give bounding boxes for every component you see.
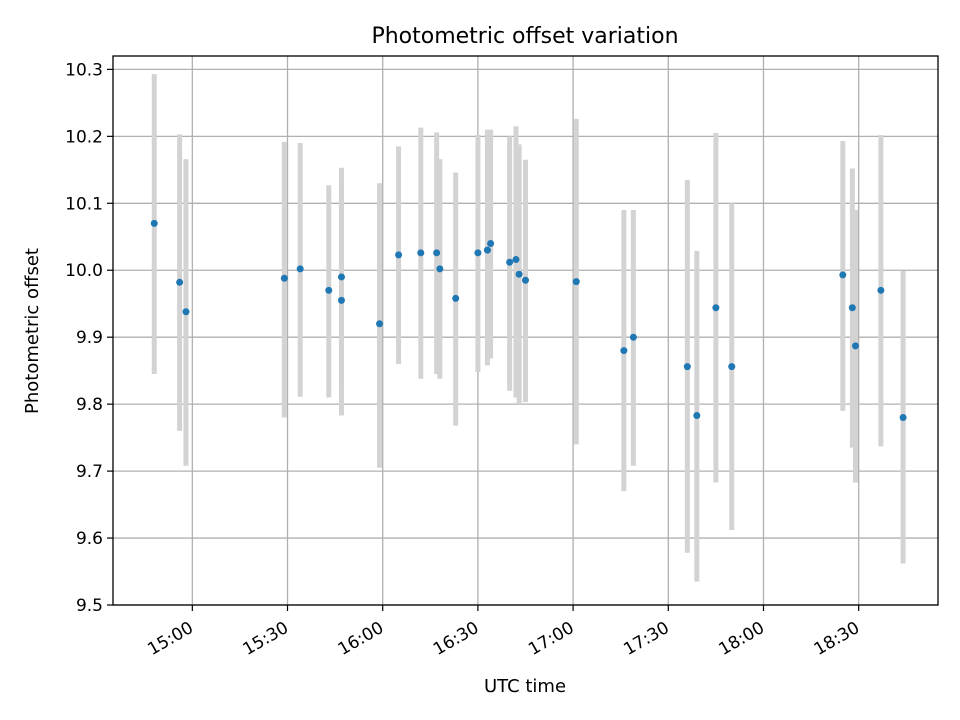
data-point [712,304,720,312]
y-tick-label: 10.0 [65,261,103,281]
data-point [506,258,514,266]
x-tick-label: 16:00 [335,618,387,660]
data-point [487,239,495,247]
y-tick-label: 10.1 [65,194,103,214]
x-tick-label: 17:00 [525,618,577,660]
data-point [376,320,384,328]
data-point [515,270,523,278]
data-point [852,342,859,350]
data-point [899,414,907,422]
data-point [728,363,736,371]
data-point [417,249,425,257]
y-axis-label: Photometric offset [22,248,43,414]
x-tick-label: 16:30 [430,618,482,660]
data-point [848,304,856,312]
data-point [683,363,691,371]
x-tick-label: 15:30 [240,618,292,660]
data-point [629,333,637,341]
data-point [483,246,491,254]
y-axis-ticks: 9.5 9.6 9.7 9.8 9.9 10.0 10.1 10.2 10.3 [65,60,113,616]
data-point [337,296,345,304]
y-tick-label: 9.6 [76,529,103,549]
data-point [572,278,580,286]
plot-frame [112,55,939,606]
y-tick-label: 9.5 [76,596,103,616]
data-point [436,265,444,273]
data-point [839,271,847,279]
data-point [150,219,158,227]
data-point [433,249,441,257]
data-point [337,273,345,281]
chart-title: Photometric offset variation [371,24,678,49]
data-point [280,274,288,282]
data-point [474,249,482,257]
y-tick-label: 9.8 [76,395,103,415]
x-axis-label: UTC time [484,676,566,697]
y-tick-label: 10.2 [65,127,103,147]
error-bars [151,74,906,582]
data-point [176,278,184,286]
data-point [620,347,628,355]
x-tick-label: 15:00 [144,618,196,660]
data-point [325,286,333,294]
x-axis-ticks: 15:00 15:30 16:00 16:30 17:00 17:30 18:00 18:30 [144,605,863,660]
data-point [877,286,885,294]
y-tick-label: 9.9 [76,328,103,348]
data-point [512,256,520,264]
x-tick-label: 17:30 [620,618,672,660]
data-point [693,412,701,420]
data-point [522,276,529,284]
x-tick-label: 18:30 [811,618,863,660]
data-point [452,294,460,302]
x-tick-label: 18:00 [716,618,768,660]
data-points [150,219,907,422]
y-tick-label: 9.7 [76,462,103,482]
data-point [296,265,304,273]
data-point [395,251,403,259]
data-point [182,308,190,316]
y-tick-label: 10.3 [65,60,103,80]
